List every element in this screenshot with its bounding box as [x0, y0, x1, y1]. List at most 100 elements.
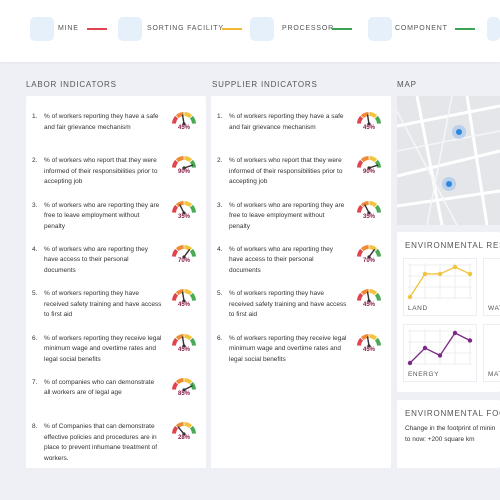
gauge-segment: [184, 422, 193, 429]
gauge-segment: [360, 244, 369, 252]
gauge-value: 28%: [177, 435, 190, 442]
point: [467, 271, 473, 277]
nav-connector: [87, 28, 107, 30]
gauge-segment: [184, 244, 193, 252]
map[interactable]: [397, 96, 500, 225]
item-number: 6.: [217, 334, 223, 342]
gauge: [172, 377, 196, 392]
gauge-segment: [175, 156, 184, 163]
gauge-segment: [172, 381, 179, 390]
gauge-segment: [184, 289, 193, 296]
nav-label: PROCESSOR: [282, 25, 334, 32]
nav-icon: [118, 17, 142, 41]
gauge-segment: [374, 204, 381, 213]
nav-connector: [455, 28, 475, 30]
mini-chart: ENERGY: [403, 324, 477, 382]
chart-label: WATE: [488, 305, 500, 312]
gauge: [357, 289, 381, 303]
gauge-segment: [175, 244, 184, 252]
gauge-hub: [182, 122, 186, 126]
chart-label: ENERGY: [408, 371, 440, 378]
gauge-segment: [184, 200, 193, 207]
gauge-value: 70%: [362, 257, 375, 264]
gauge-segment: [189, 248, 196, 257]
gauge-segment: [357, 337, 364, 346]
gauge-segment: [172, 425, 179, 434]
gauge-segment: [374, 337, 381, 346]
chart-label: MATE: [488, 371, 500, 378]
nav-icon: [30, 17, 54, 41]
gauge-hub: [182, 210, 186, 215]
item-number: 4.: [32, 245, 38, 253]
gauge-hub: [367, 299, 371, 303]
nav-label: COMPONENT: [395, 25, 448, 32]
mini-chart: MATE: [483, 324, 500, 382]
point: [437, 353, 443, 358]
nav-connector: [222, 28, 242, 30]
gauge-value: 45%: [177, 125, 190, 131]
gauge-hub: [367, 166, 371, 170]
item-text: % of workers who are reporting they are …: [229, 201, 345, 230]
mini-chart: LAND: [403, 258, 477, 316]
text-line: Change in the footprint of minin: [405, 425, 496, 432]
gauge-segment: [175, 200, 184, 207]
gauge-segment: [175, 422, 184, 429]
gauge-segment: [172, 160, 179, 169]
item-text: % of companies who can demonstrate all w…: [44, 378, 155, 397]
gauge: [172, 289, 196, 303]
item-number: 4.: [217, 245, 223, 253]
panel-title: ENVIRONMENTAL RESOURC: [405, 241, 500, 250]
line-chart: [407, 329, 473, 366]
point: [467, 338, 473, 343]
gauge-hub: [367, 343, 371, 348]
text-line: to now: +200 square km: [405, 435, 475, 443]
gauge-segment: [374, 115, 381, 124]
item-number: 7.: [32, 378, 38, 386]
gauge-segment: [175, 333, 184, 340]
gauge-value: 85%: [177, 390, 190, 397]
item-text: % of workers reporting they receive lega…: [229, 334, 347, 363]
gauge-segment: [369, 289, 378, 296]
gauge-value: 70%: [177, 257, 190, 264]
nav-connector: [332, 28, 352, 30]
item-text: % of workers who are reporting they have…: [229, 245, 334, 274]
gauge-value: 45%: [362, 125, 375, 131]
item-text: % of workers who report that they were i…: [44, 157, 158, 186]
item-number: 2.: [217, 157, 223, 165]
gauge-segment: [189, 425, 196, 434]
item-text: % of workers reporting they have a safe …: [229, 113, 344, 131]
gauge-segment: [184, 112, 193, 119]
section-title: MAP: [397, 80, 417, 89]
gauge-hub: [182, 388, 186, 392]
gauge-hub: [182, 432, 186, 436]
gauge-segment: [369, 200, 378, 207]
point: [407, 294, 413, 300]
item-text: % of workers who are reporting they have…: [44, 245, 149, 274]
mini-chart: WATE: [483, 258, 500, 316]
item-text: % of workers reporting they have receive…: [229, 290, 347, 319]
gauge-segment: [369, 244, 378, 252]
gauge-hub: [367, 255, 371, 259]
nav-label: SORTING FACILITY: [147, 25, 224, 32]
item-number: 1.: [217, 113, 223, 120]
gauge-hub: [367, 122, 371, 126]
gauge-segment: [172, 204, 179, 213]
line-chart: [407, 263, 473, 300]
gauge: [357, 200, 381, 215]
gauge-hub: [182, 255, 186, 259]
gauge-segment: [189, 293, 196, 302]
gauge-hub: [182, 299, 186, 303]
item-text: % of workers who report that they were i…: [229, 157, 343, 186]
nav-icon: [487, 17, 500, 41]
item-number: 3.: [217, 201, 223, 209]
gauge-value: 45%: [362, 302, 375, 309]
gauge-segment: [357, 248, 364, 257]
gauge-value: 35%: [362, 213, 375, 220]
point: [407, 360, 413, 366]
gauge: [172, 156, 196, 170]
item-number: 2.: [32, 157, 38, 165]
resources-panel: ENVIRONMENTAL RESOURC LAND WATE ENERGY MATE: [397, 232, 500, 392]
gauge-segment: [374, 248, 381, 257]
gauge-value: 45%: [362, 346, 375, 353]
